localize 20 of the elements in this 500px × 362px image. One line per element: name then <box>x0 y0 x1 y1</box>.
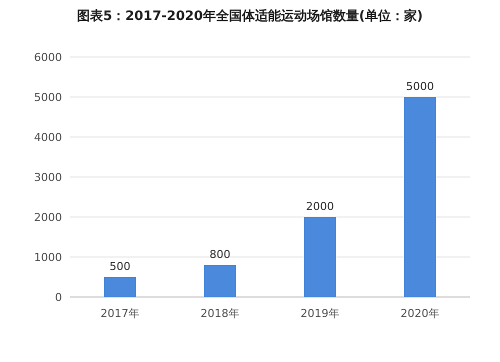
x-tick-label: 2019年 <box>300 307 340 320</box>
y-tick-label: 6000 <box>34 51 62 64</box>
data-label: 2000 <box>306 200 334 213</box>
bar <box>404 97 436 297</box>
data-label: 500 <box>110 260 130 273</box>
y-tick-label: 0 <box>55 291 62 304</box>
y-tick-label: 5000 <box>34 91 62 104</box>
chart-title: 图表5：2017-2020年全国体适能运动场馆数量(单位：家) <box>77 8 423 24</box>
y-tick-label: 3000 <box>34 171 62 184</box>
y-tick-label: 4000 <box>34 131 62 144</box>
y-tick-label: 2000 <box>34 211 62 224</box>
data-label: 800 <box>210 248 230 261</box>
x-tick-label: 2020年 <box>400 307 440 320</box>
bar <box>104 277 136 297</box>
data-label: 5000 <box>406 80 434 93</box>
bar <box>304 217 336 297</box>
x-tick-label: 2017年 <box>100 307 140 320</box>
y-tick-label: 1000 <box>34 251 62 264</box>
x-tick-label: 2018年 <box>200 307 240 320</box>
bar <box>204 265 236 297</box>
